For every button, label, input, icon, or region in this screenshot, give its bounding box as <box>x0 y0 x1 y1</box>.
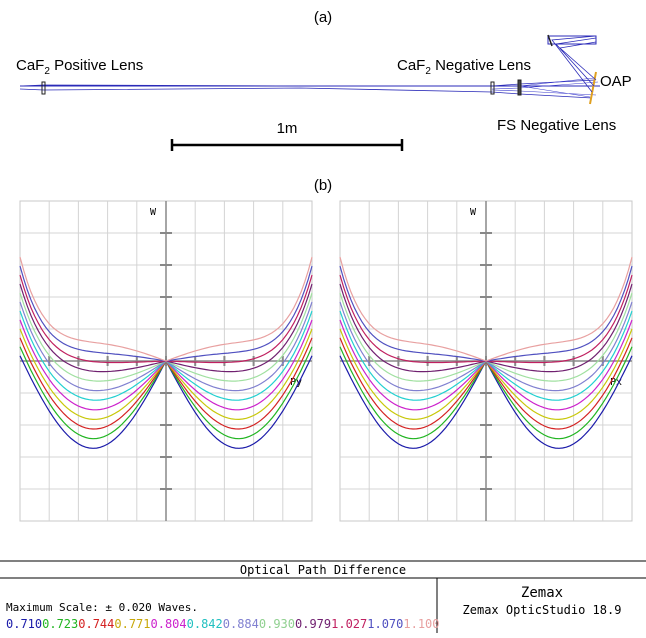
caf2-positive-lens-label: CaF2 Positive Lens <box>16 57 143 77</box>
caf2-negative-lens <box>490 81 495 95</box>
wavelength-value: 1.070 <box>367 617 403 631</box>
top-element <box>547 34 553 47</box>
fs-negative-lens-label: FS Negative Lens <box>497 117 616 134</box>
footer-box <box>0 560 646 633</box>
wavelength-value: 0.710 <box>6 617 42 631</box>
wavelength-value: 0.723 <box>42 617 78 631</box>
caf2-positive-lens <box>41 81 46 95</box>
x-axis-label: Px <box>610 377 622 388</box>
wavelength-value: 0.842 <box>187 617 223 631</box>
beam-bundle-lower <box>19 87 593 99</box>
footer-title: Optical Path Difference <box>240 563 406 577</box>
wavelength-legend: 0.7100.7230.7440.7710.8040.8420.8840.930… <box>6 617 440 631</box>
opd-curve <box>339 256 633 362</box>
oap-mirror <box>589 71 597 105</box>
panel-a-label: (a) <box>314 9 332 26</box>
opd-curve <box>19 256 313 362</box>
caf2-negative-lens-label: CaF2 Negative Lens <box>397 57 531 77</box>
beam-bundle-upper <box>19 79 596 87</box>
panel-b-label: (b) <box>314 177 332 194</box>
footer-scale-text: Maximum Scale: ± 0.020 Waves. <box>6 601 198 614</box>
footer-product: Zemax OpticStudio 18.9 <box>463 603 622 617</box>
wavelength-value: 0.930 <box>259 617 295 631</box>
wavelength-value: 0.771 <box>114 617 150 631</box>
wavelength-value: 0.804 <box>151 617 187 631</box>
wavelength-value: 1.027 <box>331 617 367 631</box>
y-axis-label: W <box>150 207 157 218</box>
optical-layout <box>19 34 600 105</box>
x-axis-label: Py <box>290 377 302 388</box>
wavelength-value: 0.884 <box>223 617 259 631</box>
top-detector <box>547 35 597 45</box>
wavelength-value: 0.744 <box>78 617 114 631</box>
wavelength-value: 0.979 <box>295 617 331 631</box>
opd-plot-left: W Py <box>19 200 313 522</box>
footer-brand: Zemax <box>521 585 563 601</box>
opd-plot-right: W Px <box>339 200 633 522</box>
wavelength-value: 1.100 <box>403 617 439 631</box>
y-axis-label: W <box>470 207 477 218</box>
oap-label: OAP <box>600 73 632 90</box>
scale-bar <box>170 139 404 151</box>
scale-bar-label: 1m <box>277 120 298 137</box>
fs-negative-lens <box>517 79 522 96</box>
